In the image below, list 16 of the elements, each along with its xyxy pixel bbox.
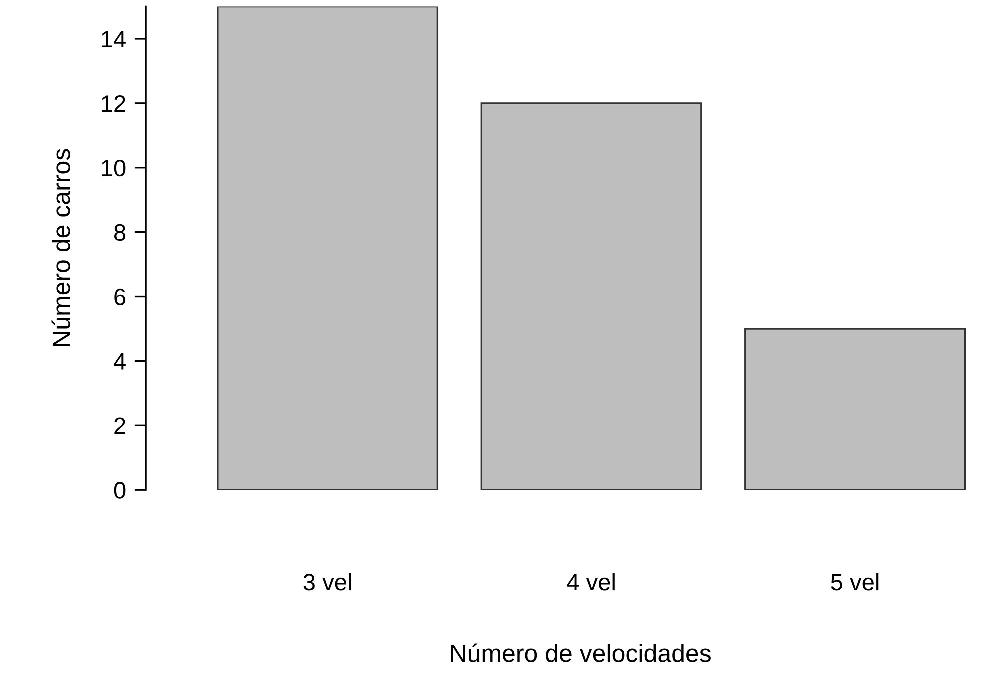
- x-axis-title: Número de velocidades: [451, 644, 711, 662]
- bar: [480, 102, 702, 490]
- y-tick-label: 10: [102, 160, 126, 177]
- x-tick-label: 4 vel: [567, 573, 615, 591]
- x-tick-label: 5 vel: [831, 573, 879, 591]
- y-tick-label: 2: [114, 418, 126, 434]
- y-tick-label: 6: [114, 288, 126, 306]
- bar: [744, 328, 966, 490]
- bar: [217, 6, 439, 490]
- y-tick-label: 12: [102, 95, 126, 112]
- y-tick-label: 4: [114, 354, 126, 370]
- y-axis-title: Número de carros: [52, 149, 70, 346]
- y-tick-label: 0: [114, 482, 126, 499]
- x-tick-label: 3 vel: [304, 573, 352, 591]
- y-tick-label: 14: [102, 31, 126, 48]
- y-tick-label: 8: [114, 224, 126, 242]
